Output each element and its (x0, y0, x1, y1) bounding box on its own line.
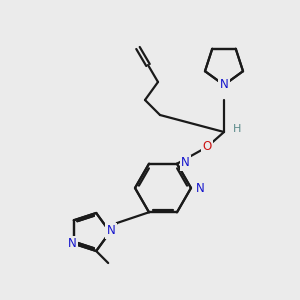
Text: N: N (106, 224, 116, 238)
Text: N: N (68, 237, 76, 250)
Text: N: N (196, 182, 205, 196)
Text: O: O (202, 140, 211, 154)
Text: N: N (220, 79, 228, 92)
Text: N: N (220, 79, 228, 92)
Text: O: O (202, 140, 211, 154)
Text: N: N (220, 79, 228, 92)
Text: N: N (68, 237, 76, 250)
Text: H: H (233, 124, 241, 134)
Text: H: H (233, 124, 241, 134)
Text: N: N (106, 224, 116, 238)
Text: N: N (196, 182, 205, 196)
Text: N: N (181, 156, 190, 169)
Text: N: N (181, 156, 190, 169)
